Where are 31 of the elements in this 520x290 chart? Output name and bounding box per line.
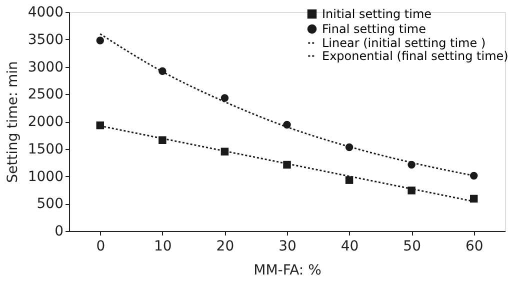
point (345, 176, 354, 184)
x-tick-label: 10 (154, 238, 172, 254)
x-tick-label: 30 (278, 238, 296, 254)
x-tick-label: 40 (340, 238, 359, 254)
point (96, 36, 104, 44)
y-tick-label: 500 (36, 196, 64, 212)
y-tick-label: 1000 (28, 168, 64, 185)
point (283, 160, 291, 169)
y-axis-title: Setting time: min (4, 61, 21, 183)
legend-label: Initial setting time (322, 7, 432, 21)
legend-label: Linear (initial setting time ) (322, 36, 486, 50)
x-tick-label: 60 (465, 238, 484, 254)
legend-label: Exponential (final setting time) (322, 49, 508, 63)
legend-label: Final setting time (322, 22, 426, 36)
y-tick-label: 0 (54, 224, 64, 240)
x-axis-title: MM-FA: % (254, 262, 322, 278)
x-tick-label: 20 (216, 238, 234, 254)
point (470, 172, 478, 180)
point (408, 186, 416, 194)
y-tick-label: 1500 (28, 141, 64, 158)
x-tick-label: 0 (96, 238, 106, 254)
point (158, 136, 166, 144)
y-tick-label: 2500 (28, 86, 64, 103)
point (283, 120, 291, 129)
y-tick-label: 4000 (28, 4, 64, 20)
point (220, 94, 229, 102)
point (220, 148, 229, 156)
y-tick-label: 3500 (28, 32, 64, 48)
y-tick-label: 2000 (28, 114, 64, 130)
x-tick-label: 50 (403, 238, 421, 254)
y-tick-label: 3000 (28, 59, 64, 76)
